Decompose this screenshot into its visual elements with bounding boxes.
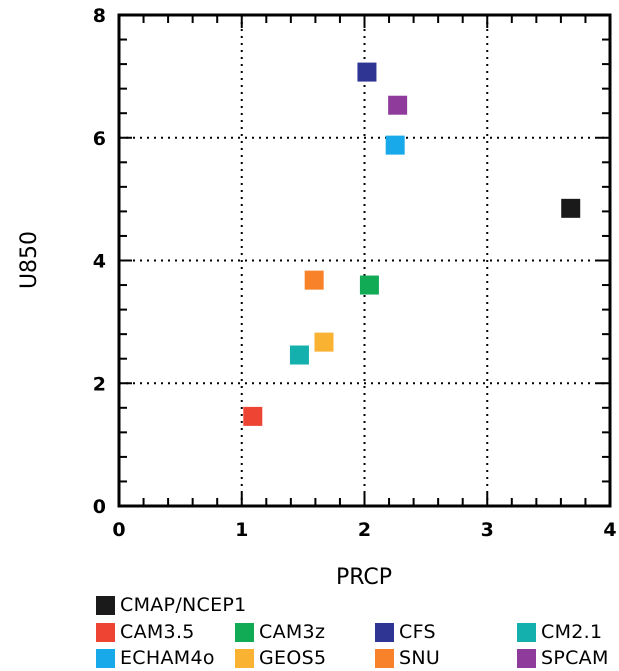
data-point xyxy=(388,95,408,115)
legend-label: SNU xyxy=(399,647,441,669)
data-point xyxy=(243,406,263,426)
y-tick-label: 4 xyxy=(93,251,106,273)
y-tick-label: 6 xyxy=(93,128,106,150)
x-axis-label: PRCP xyxy=(336,565,392,590)
legend-label: GEOS5 xyxy=(259,647,327,669)
data-points xyxy=(243,62,581,426)
legend-item: CAM3.5 xyxy=(96,621,195,643)
legend-label: ECHAM4o xyxy=(120,647,215,669)
scatter-chart: 0 1 2 3 4 0 2 4 6 8 PRCP U850 xyxy=(17,5,617,590)
x-tick-label: 4 xyxy=(603,519,616,541)
y-tick-label: 2 xyxy=(93,373,106,395)
legend-label: CMAP/NCEP1 xyxy=(120,594,247,616)
legend-item: SPCAM xyxy=(517,647,609,669)
legend-item: CM2.1 xyxy=(517,621,602,643)
y-axis-label: U850 xyxy=(17,231,42,289)
legend: CMAP/NCEP1 CAM3.5 CAM3z CFS CM2.1 ECHAM4… xyxy=(96,594,616,670)
legend-swatch xyxy=(235,622,254,642)
legend-swatch xyxy=(375,622,394,642)
legend-item: ECHAM4o xyxy=(96,647,215,669)
legend-swatch xyxy=(517,648,536,668)
legend-label: CFS xyxy=(399,621,436,643)
x-tick-label: 2 xyxy=(358,519,371,541)
legend-label: CM2.1 xyxy=(541,621,603,643)
data-point xyxy=(314,332,334,352)
data-point xyxy=(357,62,377,82)
legend-item: CAM3z xyxy=(235,621,325,643)
legend-swatch xyxy=(517,622,536,642)
data-point xyxy=(385,135,405,155)
legend-item: SNU xyxy=(375,647,440,669)
y-tick-label: 0 xyxy=(93,496,106,518)
x-tick-label: 1 xyxy=(235,519,248,541)
data-point xyxy=(304,270,324,290)
legend-swatch xyxy=(96,595,115,615)
x-tick-label: 3 xyxy=(481,519,494,541)
legend-item: CFS xyxy=(375,621,436,643)
legend-swatch xyxy=(375,648,394,668)
axis-ticks xyxy=(118,14,611,507)
grid-lines xyxy=(119,15,610,506)
data-point xyxy=(289,345,309,365)
legend-swatch xyxy=(96,622,115,642)
x-tick-label: 0 xyxy=(112,519,125,541)
legend-item: CMAP/NCEP1 xyxy=(96,594,247,616)
legend-label: CAM3z xyxy=(259,621,326,643)
y-tick-label: 8 xyxy=(93,5,106,27)
data-point xyxy=(359,275,379,295)
legend-label: CAM3.5 xyxy=(120,621,195,643)
legend-swatch xyxy=(96,648,115,668)
data-point xyxy=(561,198,581,218)
legend-swatch xyxy=(235,648,254,668)
tick-labels: 0 1 2 3 4 0 2 4 6 8 xyxy=(93,5,617,541)
legend-item: GEOS5 xyxy=(235,647,326,669)
legend-label: SPCAM xyxy=(541,647,609,669)
